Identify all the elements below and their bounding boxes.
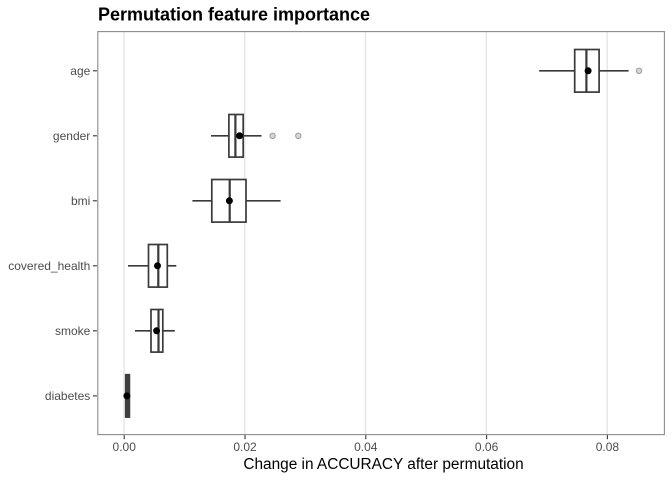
- svg-text:diabetes: diabetes: [45, 389, 90, 403]
- svg-text:0.04: 0.04: [354, 440, 378, 454]
- svg-text:0.08: 0.08: [596, 440, 620, 454]
- svg-text:0.06: 0.06: [475, 440, 499, 454]
- svg-text:gender: gender: [53, 129, 90, 143]
- svg-text:Permutation feature importance: Permutation feature importance: [98, 5, 370, 25]
- svg-text:covered_health: covered_health: [8, 259, 90, 273]
- svg-text:smoke: smoke: [55, 324, 91, 338]
- svg-text:Change in ACCURACY after permu: Change in ACCURACY after permutation: [243, 456, 523, 473]
- svg-text:0.00: 0.00: [113, 440, 137, 454]
- svg-text:age: age: [70, 64, 90, 78]
- svg-text:0.02: 0.02: [233, 440, 257, 454]
- svg-text:bmi: bmi: [71, 194, 90, 208]
